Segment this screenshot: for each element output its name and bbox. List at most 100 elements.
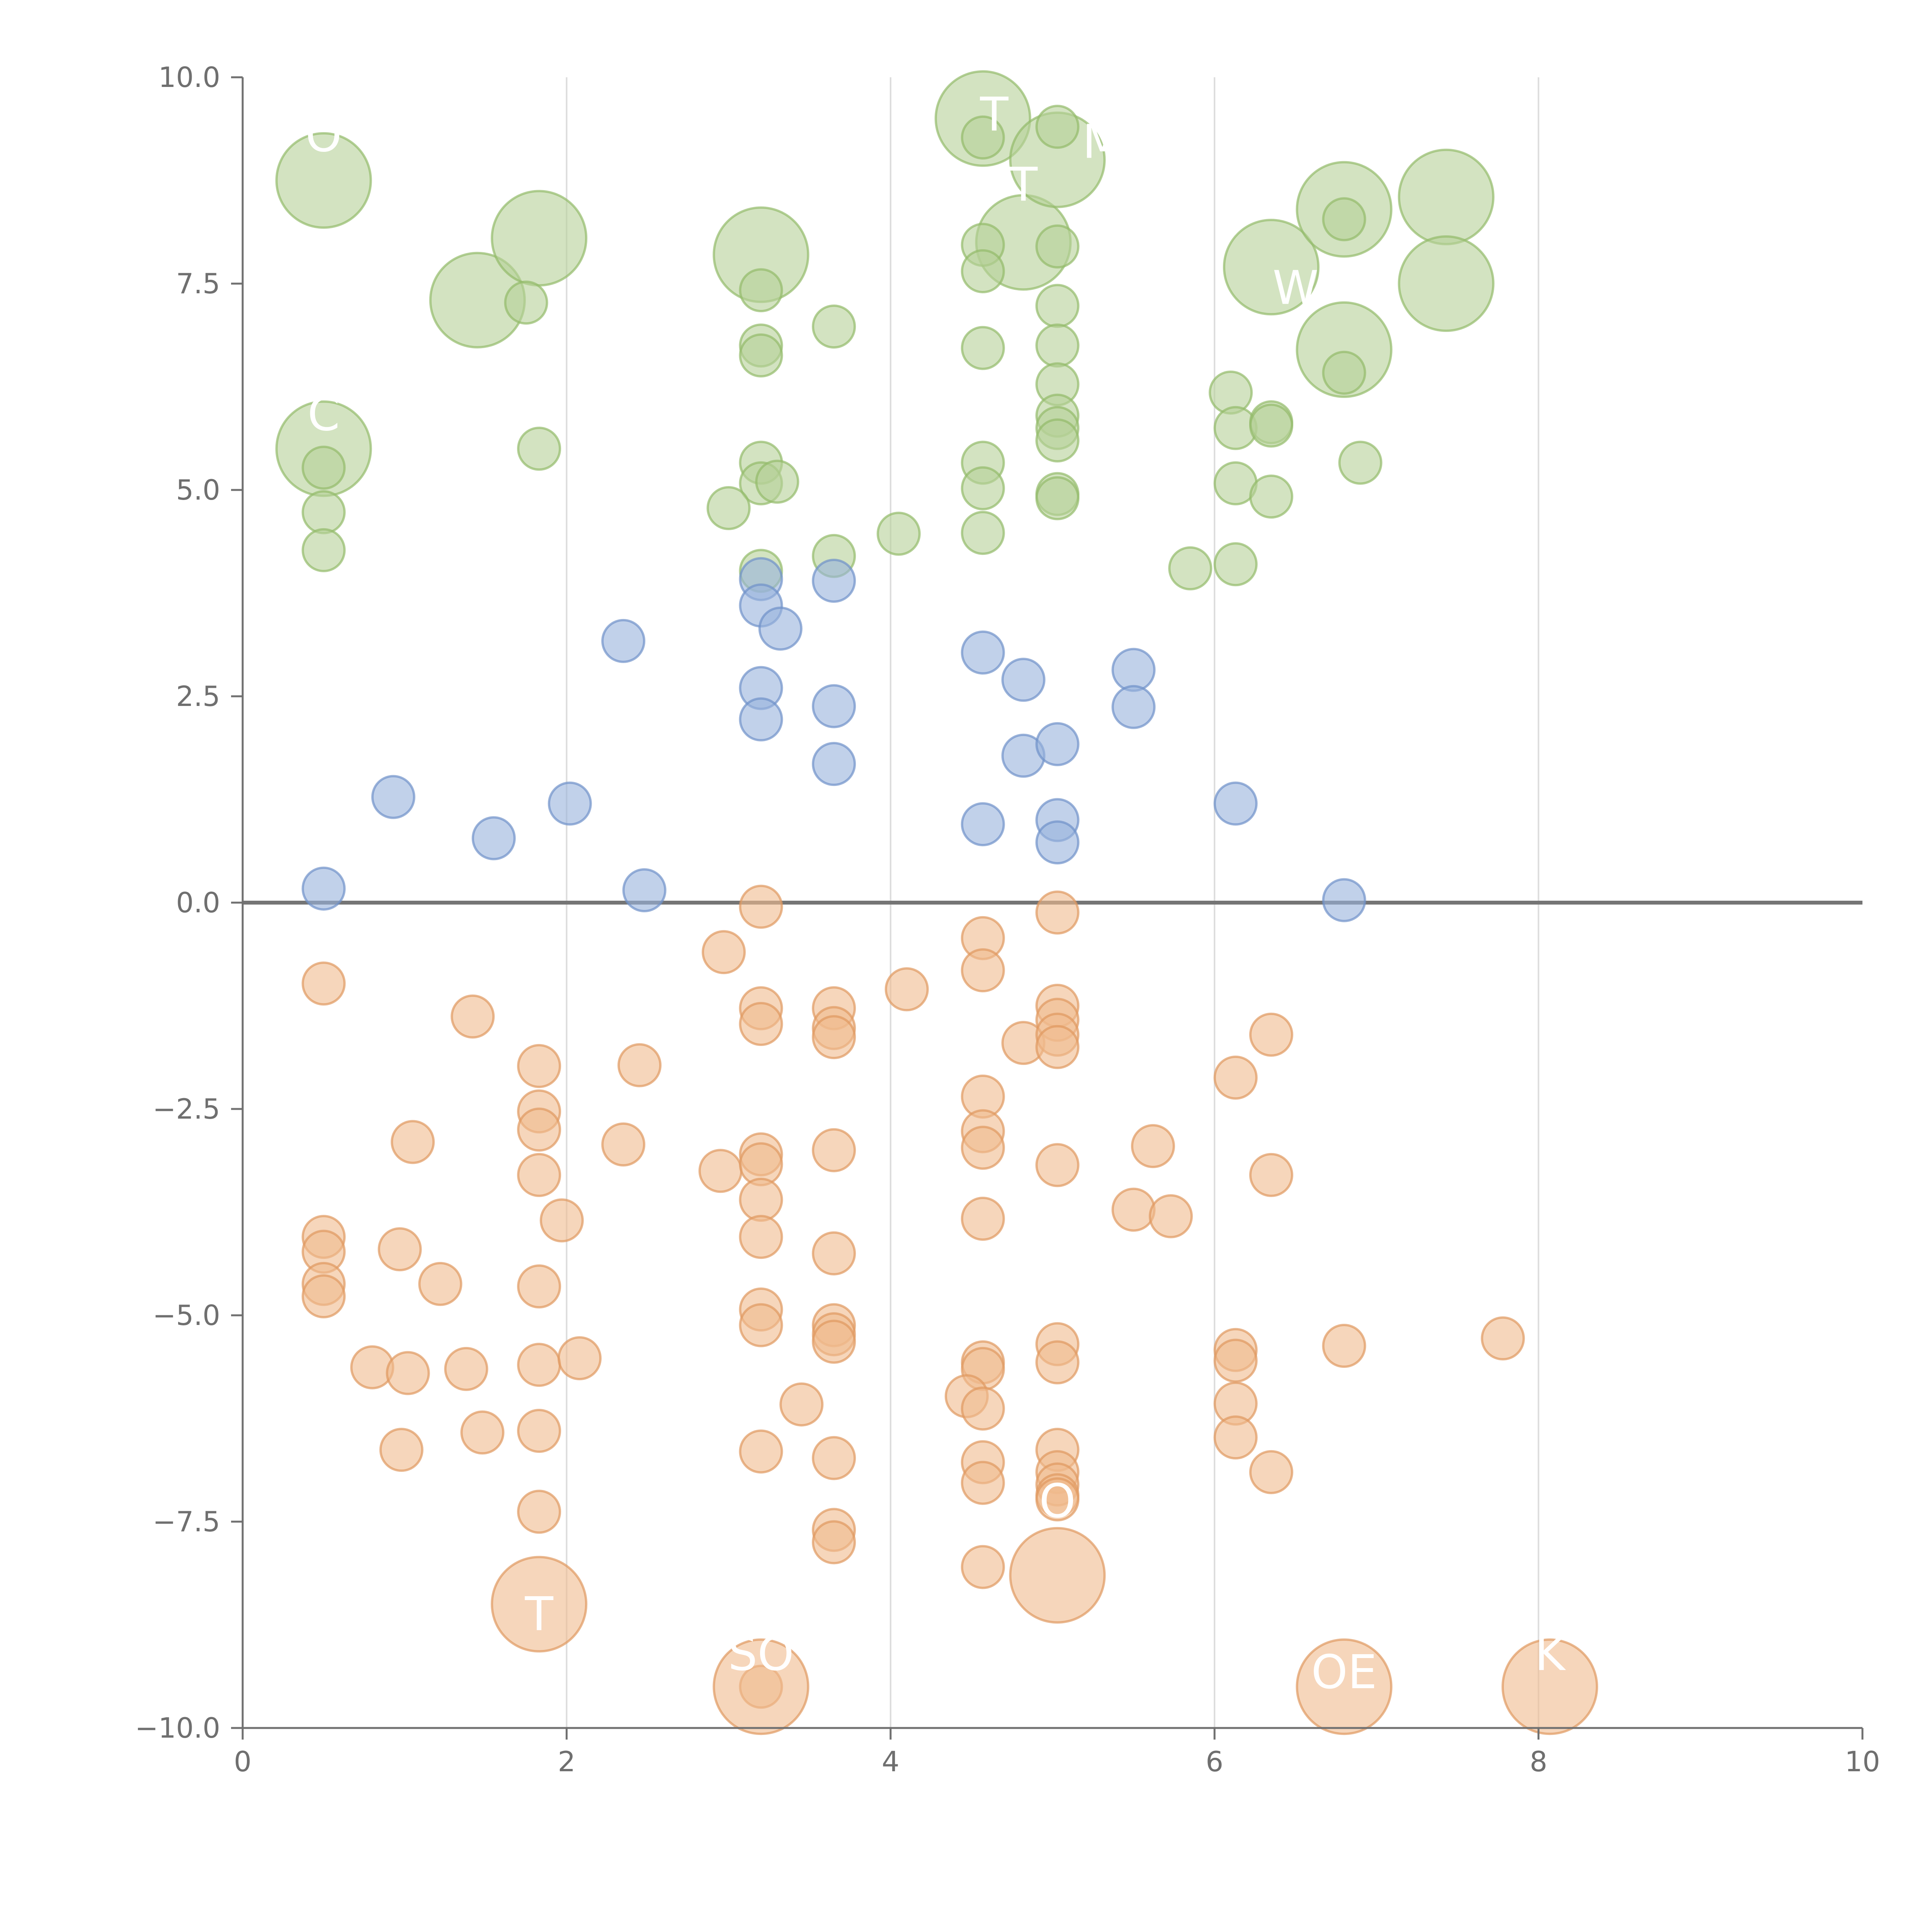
- orange-point: [884, 967, 929, 1012]
- green-point: [1035, 418, 1080, 463]
- orange-point: [739, 1303, 783, 1347]
- blue-point: [961, 630, 1005, 675]
- orange-point: [1481, 1316, 1525, 1361]
- green-point: [755, 459, 799, 504]
- green-point: [301, 528, 346, 572]
- orange-point: [491, 1556, 588, 1653]
- blue-point: [1035, 722, 1080, 766]
- blue-point: [1001, 658, 1046, 702]
- y-tick-label: −7.5: [153, 1505, 220, 1538]
- green-point: [961, 115, 1005, 160]
- orange-point: [1249, 1012, 1293, 1057]
- green-point: [961, 466, 1005, 510]
- green-point: [491, 190, 588, 287]
- blue-point: [1322, 878, 1366, 922]
- orange-point: [1035, 1477, 1080, 1522]
- blue-point: [812, 558, 856, 603]
- orange-point: [1009, 1527, 1106, 1624]
- y-tick-label: 7.5: [176, 267, 220, 300]
- green-point: [739, 333, 783, 378]
- green-point: [961, 511, 1005, 555]
- y-tick-label: 2.5: [176, 680, 220, 713]
- green-point: [1035, 105, 1080, 149]
- bubble-label: C: [308, 388, 340, 441]
- orange-point: [961, 1386, 1005, 1431]
- x-tick-label: 8: [1530, 1745, 1548, 1778]
- orange-point: [739, 1177, 783, 1222]
- green-point: [706, 486, 751, 530]
- orange-point: [1035, 1025, 1080, 1069]
- green-point: [1035, 284, 1080, 328]
- orange-point: [601, 1122, 646, 1167]
- orange-point: [517, 1107, 561, 1152]
- orange-point: [1213, 1338, 1258, 1383]
- bubble-labels: O T MI T W C O T SO OE K: [305, 88, 1566, 1699]
- orange-point: [1213, 1055, 1258, 1100]
- orange-point: [961, 1461, 1005, 1505]
- orange-point: [539, 1198, 584, 1243]
- orange-point: [1249, 1450, 1293, 1494]
- green-point: [517, 427, 561, 471]
- x-tick-label: 0: [234, 1745, 252, 1778]
- blue-point: [622, 868, 667, 912]
- orange-point: [1035, 1340, 1080, 1384]
- orange-point: [517, 1409, 561, 1453]
- blue-point: [548, 781, 592, 826]
- bubble-label: O: [305, 109, 342, 163]
- green-point: [739, 268, 783, 313]
- green-point: [1249, 403, 1293, 448]
- bubble-label: T: [1009, 158, 1038, 212]
- y-tick-label: 10.0: [158, 61, 220, 94]
- green-point: [1398, 235, 1495, 332]
- orange-point: [617, 1043, 662, 1087]
- green-point: [961, 249, 1005, 293]
- orange-point: [378, 1227, 422, 1272]
- x-tick-label: 6: [1206, 1745, 1223, 1778]
- orange-point: [1035, 890, 1080, 935]
- orange-point: [517, 1490, 561, 1534]
- orange-point: [1213, 1415, 1258, 1460]
- blue-point: [1111, 685, 1156, 729]
- orange-point: [812, 1231, 856, 1276]
- orange-point: [391, 1120, 435, 1164]
- green-point: [1168, 546, 1213, 590]
- green-point: [876, 512, 921, 556]
- blue-point: [961, 802, 1005, 847]
- blue-point: [739, 697, 783, 742]
- orange-point: [1111, 1187, 1156, 1232]
- orange-point: [698, 1149, 743, 1193]
- green-point: [1035, 476, 1080, 520]
- bubble-label: MI: [1082, 116, 1136, 169]
- orange-point: [739, 1429, 783, 1474]
- orange-point: [517, 1153, 561, 1197]
- bubble-label: K: [1535, 1628, 1566, 1681]
- bubble-label: SO: [728, 1628, 794, 1681]
- green-point: [301, 446, 346, 490]
- orange-point: [812, 1520, 856, 1565]
- x-tick-label: 2: [558, 1745, 575, 1778]
- orange-point: [1149, 1194, 1193, 1238]
- orange-point: [451, 994, 495, 1039]
- blue-point: [1213, 781, 1258, 826]
- green-point: [1213, 542, 1258, 587]
- y-tick-label: −5.0: [153, 1299, 220, 1332]
- orange-point: [460, 1410, 505, 1455]
- orange-point: [739, 1215, 783, 1259]
- blue-point: [301, 866, 346, 911]
- green-point: [1398, 148, 1495, 245]
- orange-point: [1249, 1153, 1293, 1197]
- bubble-label: OE: [1311, 1646, 1377, 1699]
- orange-point: [779, 1382, 824, 1427]
- orange-point: [517, 1044, 561, 1088]
- blue-point: [371, 775, 415, 819]
- orange-point: [961, 948, 1005, 993]
- green-point: [1249, 474, 1293, 519]
- green-point: [301, 490, 346, 534]
- orange-point: [386, 1351, 430, 1395]
- orange-point: [961, 1126, 1005, 1170]
- blue-point: [601, 619, 646, 663]
- orange-point: [557, 1336, 602, 1381]
- y-tick-label: 0.0: [176, 886, 220, 919]
- y-tick-label: 5.0: [176, 474, 220, 506]
